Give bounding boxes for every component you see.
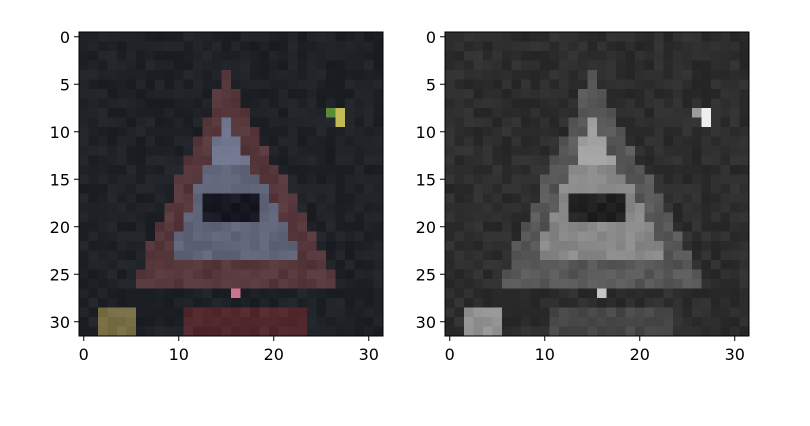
grayscale-image bbox=[445, 32, 749, 336]
x-tick-label: 10 bbox=[535, 345, 555, 364]
x-tick-label: 20 bbox=[264, 345, 284, 364]
x-tick-label: 20 bbox=[630, 345, 650, 364]
y-tick-label: 30 bbox=[416, 313, 436, 332]
y-tick-label: 5 bbox=[426, 75, 436, 94]
y-tick-label: 0 bbox=[60, 28, 70, 47]
x-tick-label: 30 bbox=[359, 345, 379, 364]
x-tick-label: 0 bbox=[445, 345, 455, 364]
color-image bbox=[79, 32, 383, 336]
y-tick-label: 20 bbox=[416, 218, 436, 237]
y-tick-label: 20 bbox=[50, 218, 70, 237]
color-image-panel bbox=[79, 32, 383, 336]
y-tick-label: 10 bbox=[50, 123, 70, 142]
y-tick-label: 25 bbox=[50, 265, 70, 284]
x-tick-label: 30 bbox=[725, 345, 745, 364]
y-tick-label: 25 bbox=[416, 265, 436, 284]
y-tick-label: 30 bbox=[50, 313, 70, 332]
x-tick-label: 0 bbox=[79, 345, 89, 364]
grayscale-image-panel bbox=[445, 32, 749, 336]
y-tick-label: 0 bbox=[426, 28, 436, 47]
y-tick-label: 15 bbox=[50, 170, 70, 189]
x-tick-label: 10 bbox=[169, 345, 189, 364]
y-tick-label: 15 bbox=[416, 170, 436, 189]
y-tick-label: 5 bbox=[60, 75, 70, 94]
y-tick-label: 10 bbox=[416, 123, 436, 142]
